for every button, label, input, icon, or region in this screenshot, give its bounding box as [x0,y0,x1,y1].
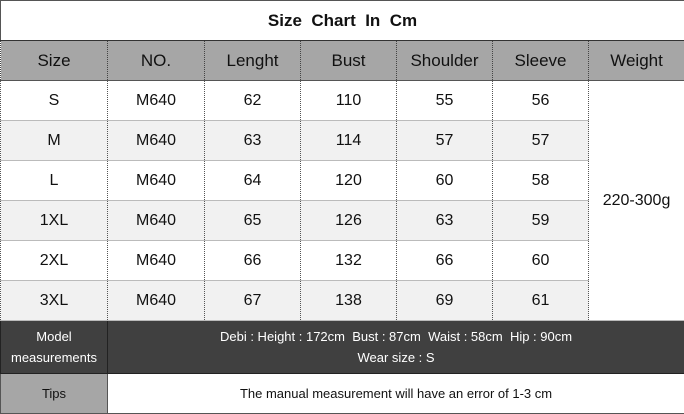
cell: 69 [397,281,493,321]
cell: 60 [397,161,493,201]
cell: L [1,161,108,201]
model-line: Debi : Height : 172cm Bust : 87cm Waist … [108,326,684,347]
cell: 66 [397,241,493,281]
cell: 59 [493,201,589,241]
cell: 1XL [1,201,108,241]
cell: 66 [205,241,301,281]
cell: 61 [493,281,589,321]
title: Size Chart In Cm [1,1,684,41]
header-cell: NO. [108,41,205,81]
header-cell: Bust [301,41,397,81]
cell: M640 [108,161,205,201]
cell: 120 [301,161,397,201]
cell: 110 [301,81,397,121]
cell: 132 [301,241,397,281]
cell: 58 [493,161,589,201]
model-label: Model measurements [1,321,108,374]
header-cell: Lenght [205,41,301,81]
cell: M640 [108,201,205,241]
header-cell: Size [1,41,108,81]
cell: M640 [108,81,205,121]
cell: 56 [493,81,589,121]
header-cell: Shoulder [397,41,493,81]
cell: 114 [301,121,397,161]
cell: 55 [397,81,493,121]
cell: 3XL [1,281,108,321]
cell: M [1,121,108,161]
cell: M640 [108,281,205,321]
cell: 67 [205,281,301,321]
tips-text: The manual measurement will have an erro… [108,374,684,414]
cell: 57 [397,121,493,161]
cell: 2XL [1,241,108,281]
title-row: Size Chart In Cm [1,1,684,41]
weight-cell: 220-300g [589,81,684,321]
cell: 62 [205,81,301,121]
cell: 64 [205,161,301,201]
model-text: Debi : Height : 172cm Bust : 87cm Waist … [108,321,684,374]
cell: 60 [493,241,589,281]
cell: 65 [205,201,301,241]
cell: 63 [397,201,493,241]
cell: M640 [108,241,205,281]
cell: S [1,81,108,121]
header-cell: Sleeve [493,41,589,81]
cell: 63 [205,121,301,161]
model-line: Wear size : S [108,347,684,368]
cell: 138 [301,281,397,321]
cell: 126 [301,201,397,241]
tips-label: Tips [1,374,108,414]
cell: 57 [493,121,589,161]
cell: M640 [108,121,205,161]
header-cell: Weight [589,41,684,81]
